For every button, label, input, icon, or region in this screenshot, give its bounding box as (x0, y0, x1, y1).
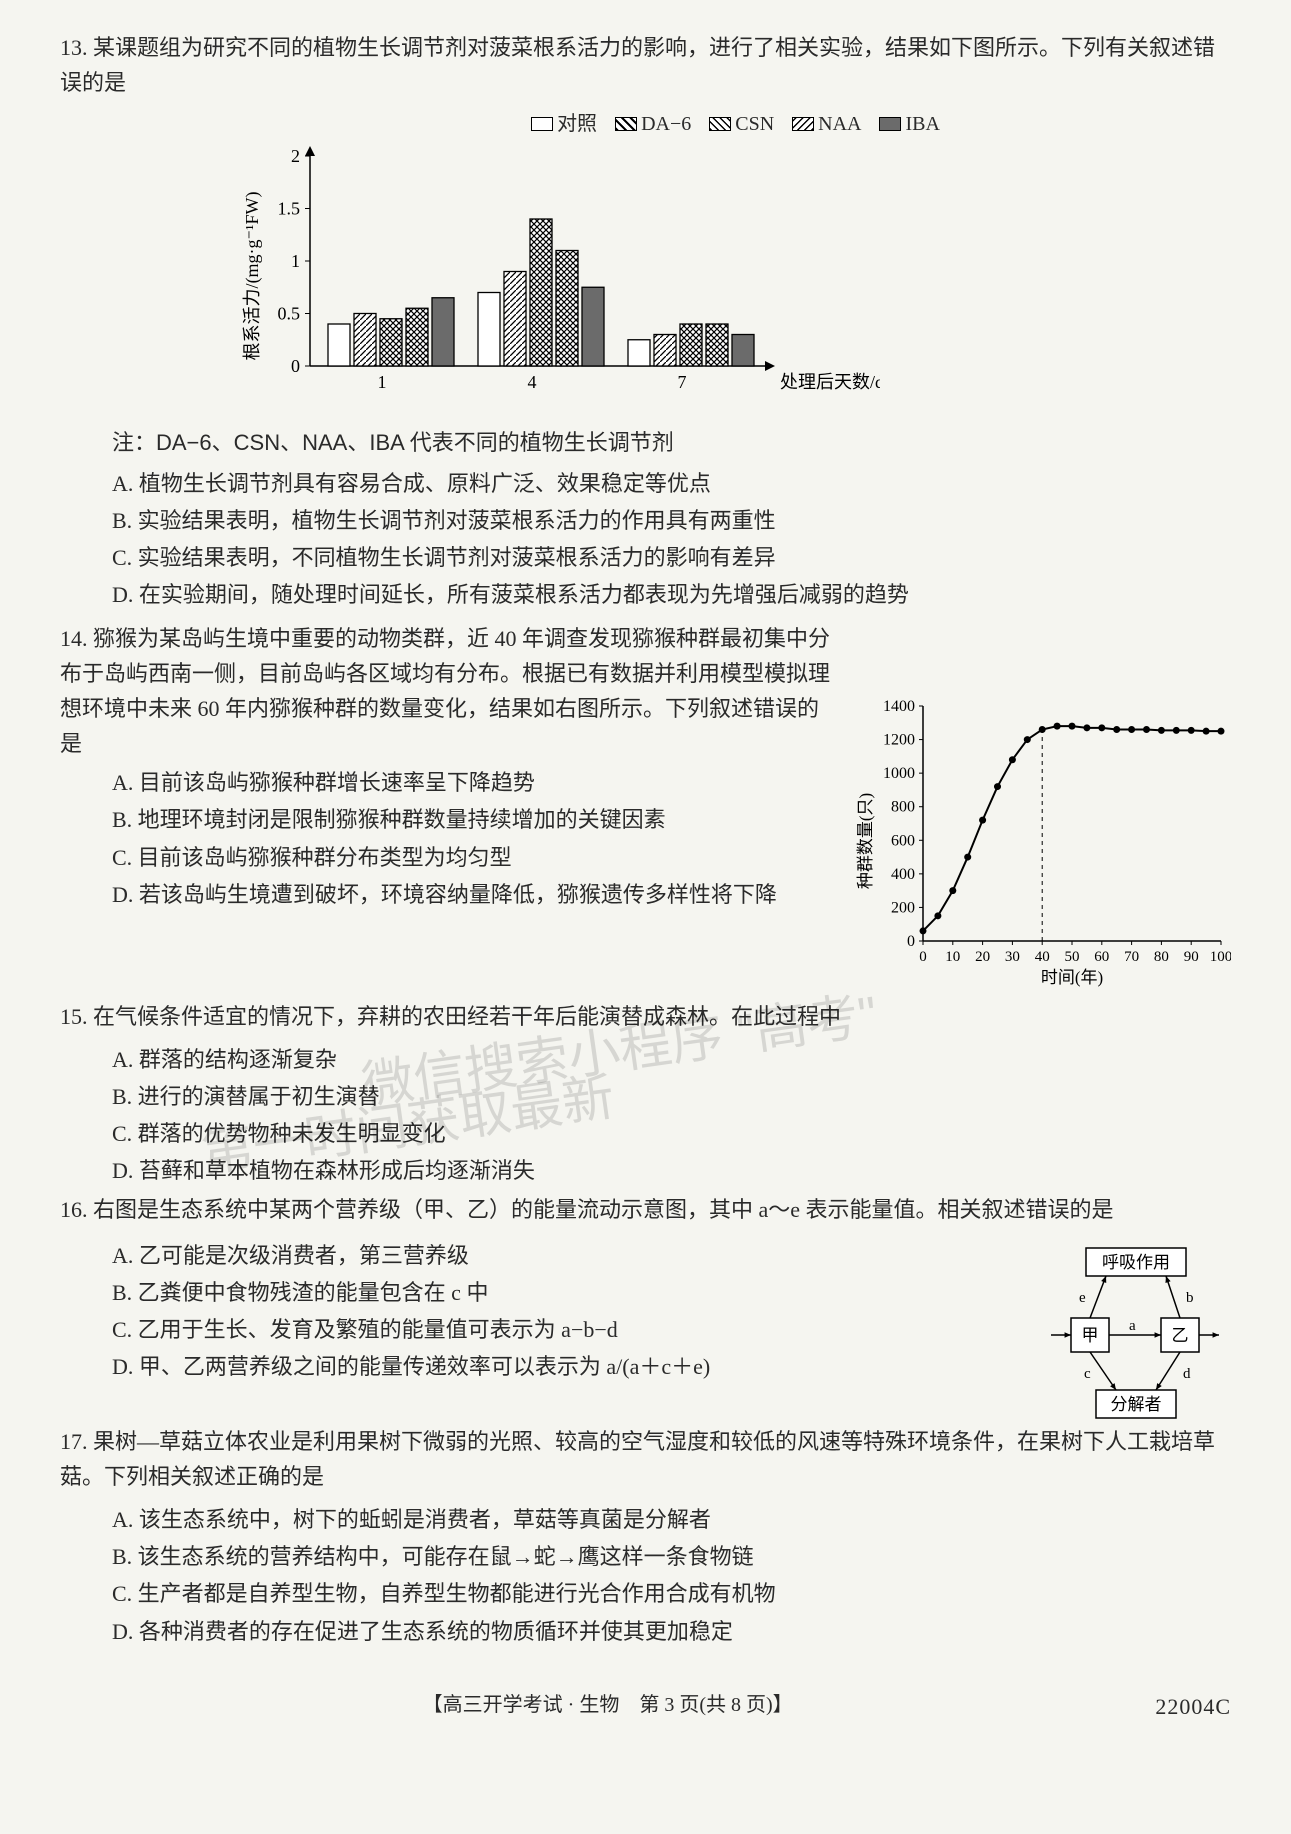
svg-text:甲: 甲 (1082, 1326, 1099, 1345)
q15-stem: 在气候条件适宜的情况下，弃耕的农田经若干年后能演替成森林。在此过程中 (93, 1004, 841, 1029)
q13-option-c: C. 实验结果表明，不同植物生长调节剂对菠菜根系活力的影响有差异 (112, 540, 1231, 575)
svg-text:80: 80 (1154, 949, 1169, 965)
q16-option-c: C. 乙用于生长、发育及繁殖的能量值可表示为 a−b−d (112, 1312, 1015, 1347)
svg-text:1: 1 (291, 251, 300, 271)
svg-text:4: 4 (528, 372, 537, 392)
q16-number: 16. (60, 1197, 88, 1222)
svg-text:1.5: 1.5 (278, 199, 301, 219)
q14-option-d: D. 若该岛屿生境遭到破坏，环境容纳量降低，猕猴遗传多样性将下降 (112, 877, 835, 912)
svg-text:1200: 1200 (883, 731, 915, 748)
svg-text:7: 7 (678, 372, 687, 392)
svg-text:600: 600 (891, 832, 915, 849)
svg-text:乙: 乙 (1172, 1326, 1189, 1345)
svg-text:200: 200 (891, 899, 915, 916)
svg-text:2: 2 (291, 146, 300, 166)
legend-label: CSN (735, 108, 774, 140)
q15-option-a: A. 群落的结构逐渐复杂 (112, 1042, 1231, 1077)
q14-option-a: A. 目前该岛屿猕猴种群增长速率呈下降趋势 (112, 765, 835, 800)
q15-option-c: C. 群落的优势物种未发生明显变化 (112, 1116, 1231, 1151)
q13-number: 13. (60, 35, 88, 60)
svg-text:60: 60 (1094, 949, 1109, 965)
svg-text:0.5: 0.5 (278, 304, 301, 324)
svg-text:400: 400 (891, 865, 915, 882)
svg-text:70: 70 (1124, 949, 1139, 965)
svg-text:1400: 1400 (883, 698, 915, 715)
legend-label: IBA (905, 108, 939, 140)
q16-flow-diagram: 呼吸作用甲 乙分解者 e b a c d (1031, 1240, 1231, 1420)
question-16: 16. 右图是生态系统中某两个营养级（甲、乙）的能量流动示意图，其中 a～e 表… (60, 1192, 1231, 1227)
q13-chart: 对照 DA−6 CSN NAA IBA 0 0.5 1 1.5 2 根系活力/(mg·g⁻… (60, 108, 1231, 416)
q14-option-c: C. 目前该岛屿猕猴种群分布类型为均匀型 (112, 840, 835, 875)
q13-option-a: A. 植物生长调节剂具有容易合成、原料广泛、效果稳定等优点 (112, 466, 1231, 501)
svg-text:a: a (1129, 1318, 1136, 1334)
svg-text:1000: 1000 (883, 765, 915, 782)
q13-option-b: B. 实验结果表明，植物生长调节剂对菠菜根系活力的作用具有两重性 (112, 503, 1231, 538)
svg-text:e: e (1079, 1290, 1086, 1306)
svg-text:30: 30 (1005, 949, 1020, 965)
legend-label: 对照 (557, 108, 597, 140)
question-14: 14. 猕猴为某岛屿生境中重要的动物类群，近 40 年调查发现猕猴种群最初集中分… (60, 621, 1231, 991)
svg-text:种群数量(只): 种群数量(只) (856, 792, 875, 888)
svg-text:d: d (1183, 1366, 1191, 1382)
footer-code: 22004C (1155, 1689, 1231, 1724)
svg-text:20: 20 (975, 949, 990, 965)
q15-number: 15. (60, 1004, 88, 1029)
q14-line-chart: 0 200 400 600 800 1000 1200 1400 0 10 20 30 40 50 60 70… (851, 691, 1231, 991)
q14-stem: 猕猴为某岛屿生境中重要的动物类群，近 40 年调查发现猕猴种群最初集中分布于岛屿… (60, 626, 830, 757)
q16-option-b: B. 乙粪便中食物残渣的能量包含在 c 中 (112, 1275, 1015, 1310)
footer-text: 【高三开学考试 · 生物 第 3 页(共 8 页)】 (423, 1694, 793, 1716)
legend-label: DA−6 (641, 108, 691, 140)
svg-text:40: 40 (1035, 949, 1050, 965)
question-17: 17. 果树—草菇立体农业是利用果树下微弱的光照、较高的空气湿度和较低的风速等特… (60, 1424, 1231, 1494)
q13-legend: 对照 DA−6 CSN NAA IBA (240, 108, 1231, 140)
q17-option-c: C. 生产者都是自养型生物，自养型生物都能进行光合作用合成有机物 (112, 1576, 1231, 1611)
q13-bar-chart: 0 0.5 1 1.5 2 根系活力/(mg·g⁻¹FW) 处理后天数/d 1 4 7 (240, 146, 880, 406)
svg-text:1: 1 (378, 372, 387, 392)
q15-option-b: B. 进行的演替属于初生演替 (112, 1079, 1231, 1114)
q17-number: 17. (60, 1429, 88, 1454)
svg-text:b: b (1186, 1290, 1194, 1306)
svg-text:c: c (1084, 1366, 1091, 1382)
svg-text:0: 0 (907, 933, 915, 950)
svg-text:90: 90 (1184, 949, 1199, 965)
q16-stem: 右图是生态系统中某两个营养级（甲、乙）的能量流动示意图，其中 a～e 表示能量值… (93, 1197, 1114, 1222)
q13-note: 注：DA−6、CSN、NAA、IBA 代表不同的植物生长调节剂 (60, 425, 1231, 460)
svg-text:100: 100 (1210, 949, 1231, 965)
q13-option-d: D. 在实验期间，随处理时间延长，所有菠菜根系活力都表现为先增强后减弱的趋势 (112, 577, 1231, 612)
q13-stem: 某课题组为研究不同的植物生长调节剂对菠菜根系活力的影响，进行了相关实验，结果如下… (60, 35, 1215, 95)
q14-option-b: B. 地理环境封闭是限制猕猴种群数量持续增加的关键因素 (112, 802, 835, 837)
q17-option-b: B. 该生态系统的营养结构中，可能存在鼠→蛇→鹰这样一条食物链 (112, 1539, 1231, 1574)
svg-text:10: 10 (945, 949, 960, 965)
question-13: 13. 某课题组为研究不同的植物生长调节剂对菠菜根系活力的影响，进行了相关实验，… (60, 30, 1231, 100)
svg-text:0: 0 (919, 949, 927, 965)
q16-option-a: A. 乙可能是次级消费者，第三营养级 (112, 1238, 1015, 1273)
q17-stem: 果树—草菇立体农业是利用果树下微弱的光照、较高的空气湿度和较低的风速等特殊环境条… (60, 1429, 1215, 1489)
question-15: 15. 在气候条件适宜的情况下，弃耕的农田经若干年后能演替成森林。在此过程中 (60, 999, 1231, 1034)
legend-label: NAA (818, 108, 861, 140)
svg-text:50: 50 (1065, 949, 1080, 965)
q15-option-d: D. 苔藓和草本植物在森林形成后均逐渐消失 (112, 1153, 1231, 1188)
svg-text:时间(年): 时间(年) (1041, 968, 1103, 987)
q17-option-a: A. 该生态系统中，树下的蚯蚓是消费者，草菇等真菌是分解者 (112, 1502, 1231, 1537)
page-footer: 【高三开学考试 · 生物 第 3 页(共 8 页)】 22004C (60, 1689, 1231, 1721)
svg-text:0: 0 (291, 356, 300, 376)
svg-text:处理后天数/d: 处理后天数/d (780, 372, 880, 392)
svg-text:根系活力/(mg·g⁻¹FW): 根系活力/(mg·g⁻¹FW) (242, 192, 263, 361)
svg-text:800: 800 (891, 798, 915, 815)
q14-number: 14. (60, 626, 88, 651)
svg-text:呼吸作用: 呼吸作用 (1102, 1253, 1170, 1272)
q16-option-d: D. 甲、乙两营养级之间的能量传递效率可以表示为 a/(a＋c＋e) (112, 1349, 1015, 1384)
svg-text:分解者: 分解者 (1111, 1395, 1162, 1414)
q17-option-d: D. 各种消费者的存在促进了生态系统的物质循环并使其更加稳定 (112, 1614, 1231, 1649)
